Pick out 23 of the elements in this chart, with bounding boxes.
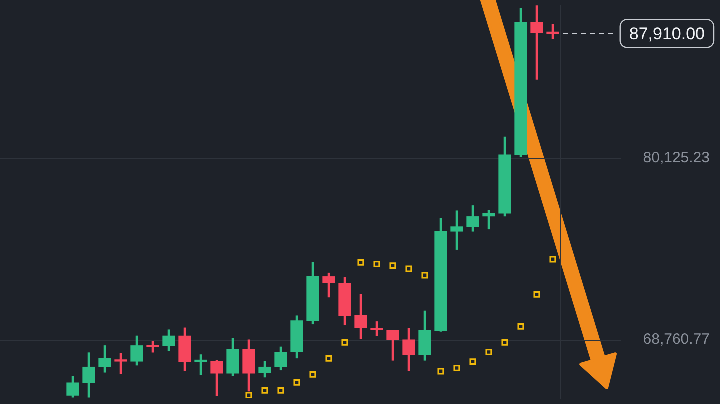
point bbox=[278, 387, 284, 394]
point bbox=[454, 364, 460, 372]
point bbox=[294, 379, 300, 386]
point bbox=[342, 339, 348, 346]
point bbox=[246, 392, 252, 398]
point bbox=[310, 371, 316, 378]
ref-line-label: 87,910.00 bbox=[629, 24, 706, 44]
point bbox=[470, 358, 476, 366]
point bbox=[326, 355, 332, 362]
point bbox=[550, 256, 556, 263]
point bbox=[358, 259, 364, 266]
y-tick-label: 68,760.77 bbox=[643, 331, 710, 348]
point bbox=[438, 368, 444, 375]
point bbox=[262, 387, 268, 394]
point bbox=[374, 260, 380, 268]
point bbox=[534, 291, 540, 298]
point bbox=[486, 348, 492, 356]
point bbox=[406, 266, 412, 272]
point bbox=[390, 262, 396, 270]
point bbox=[518, 323, 524, 330]
point bbox=[502, 339, 508, 346]
y-tick-label: 80,125.23 bbox=[643, 149, 710, 166]
point bbox=[422, 272, 428, 279]
